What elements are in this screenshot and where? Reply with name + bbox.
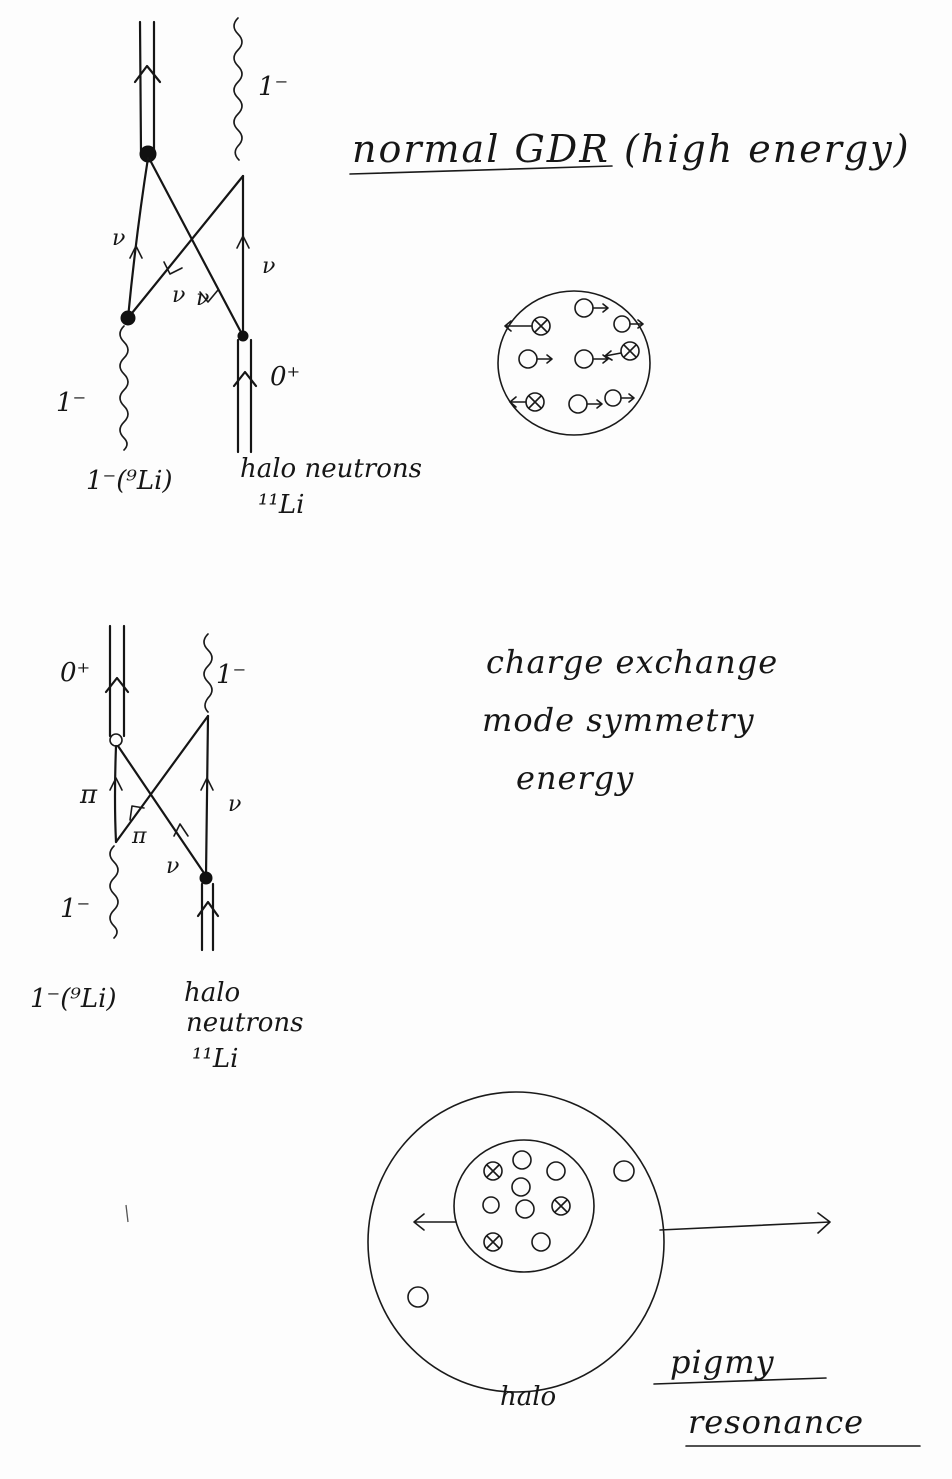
arrow-cross-b bbox=[129, 805, 145, 821]
label-nu-4: ν bbox=[262, 254, 276, 279]
label-pi-1: π bbox=[80, 780, 98, 810]
arrow-bottom-right bbox=[196, 900, 220, 918]
caption-right-line1: halo neutrons bbox=[240, 454, 422, 484]
arrow-core-left bbox=[413, 1213, 457, 1231]
feynman-diagram-top bbox=[119, 17, 613, 454]
label-1minus-upper: 1⁻ bbox=[258, 72, 289, 102]
caption-right-line2: neutrons bbox=[186, 1008, 304, 1038]
label-nu-2: ν bbox=[228, 792, 242, 817]
caption-right-line3: ¹¹Li bbox=[192, 1044, 239, 1074]
line-right-vertical bbox=[204, 714, 210, 878]
title-underline bbox=[349, 165, 613, 175]
nucleus-top-outline bbox=[497, 290, 651, 436]
label-1minus-left: 1⁻ bbox=[60, 894, 91, 924]
arrow-top-left bbox=[104, 676, 130, 694]
arrow-left-up bbox=[129, 245, 143, 259]
arrow-right-up bbox=[236, 235, 250, 249]
nucleus-top bbox=[497, 290, 651, 436]
line-cross-a bbox=[116, 744, 208, 878]
core-outline bbox=[453, 1139, 595, 1273]
line-cross-b bbox=[126, 174, 245, 320]
label-1minus-left: 1⁻ bbox=[56, 388, 87, 418]
wavy-photon-bottom-left bbox=[109, 845, 119, 939]
label-nu-1: ν bbox=[112, 226, 126, 251]
vertex-top-left bbox=[109, 733, 123, 747]
vertex-bottom-right bbox=[237, 330, 249, 342]
line-left-vertical bbox=[126, 156, 150, 320]
feynman-diagram-middle bbox=[104, 624, 220, 952]
nucleus-halo bbox=[367, 1091, 921, 1447]
pigmy-underline bbox=[653, 1377, 827, 1385]
arrow-bottom-right bbox=[232, 370, 258, 388]
line-cross-a bbox=[148, 158, 245, 338]
wavy-photon-top-right bbox=[233, 17, 243, 161]
arrow-left-up bbox=[109, 777, 123, 791]
double-line-top-left-a bbox=[138, 20, 143, 154]
label-pi-2: π bbox=[132, 824, 147, 849]
label-nu-1: ν bbox=[166, 854, 180, 879]
vertex-bottom-left bbox=[120, 310, 136, 326]
arrow-cross-a bbox=[173, 823, 189, 837]
label-halo: halo bbox=[500, 1382, 557, 1412]
caption-left: 1⁻(⁹Li) bbox=[30, 984, 117, 1014]
arrow-right-up bbox=[200, 777, 214, 791]
title-pigmy: pigmy bbox=[670, 1343, 775, 1381]
arrow-cross-a bbox=[163, 261, 183, 275]
wavy-photon-bottom-left bbox=[119, 325, 129, 451]
title-resonance: resonance bbox=[688, 1403, 865, 1441]
line-left-vertical bbox=[113, 744, 118, 844]
label-1minus-upper: 1⁻ bbox=[216, 660, 247, 690]
caption-left: 1⁻(⁹Li) bbox=[86, 466, 173, 496]
line-cross-b bbox=[114, 714, 210, 844]
arrow-halo-right bbox=[659, 1212, 831, 1234]
core-particles bbox=[482, 1150, 571, 1252]
scan-mark bbox=[125, 1204, 129, 1223]
halo-outline bbox=[367, 1091, 665, 1393]
label-0plus: 0⁺ bbox=[270, 362, 301, 392]
caption-right-line1: halo bbox=[184, 978, 241, 1008]
halo-neutron-left bbox=[407, 1286, 429, 1308]
label-nu-3: ν bbox=[196, 286, 210, 311]
label-nu-2: ν bbox=[172, 283, 186, 308]
caption-right-line2: ¹¹Li bbox=[258, 490, 305, 520]
label-0plus: 0⁺ bbox=[60, 658, 91, 688]
arrow-top-left bbox=[133, 64, 162, 84]
text-charge-exchange: charge exchange bbox=[486, 643, 779, 681]
halo-neutron-right bbox=[613, 1160, 635, 1182]
nucleus-top-particles bbox=[504, 298, 644, 414]
text-energy: energy bbox=[516, 759, 635, 797]
arrow-cross-b bbox=[199, 289, 219, 303]
text-mode-symmetry: mode symmetry bbox=[482, 701, 755, 739]
vertex-bottom-right bbox=[199, 871, 213, 885]
wavy-photon-top-right bbox=[203, 633, 213, 713]
title-normal-gdr: normal GDR (high energy) bbox=[352, 127, 911, 171]
